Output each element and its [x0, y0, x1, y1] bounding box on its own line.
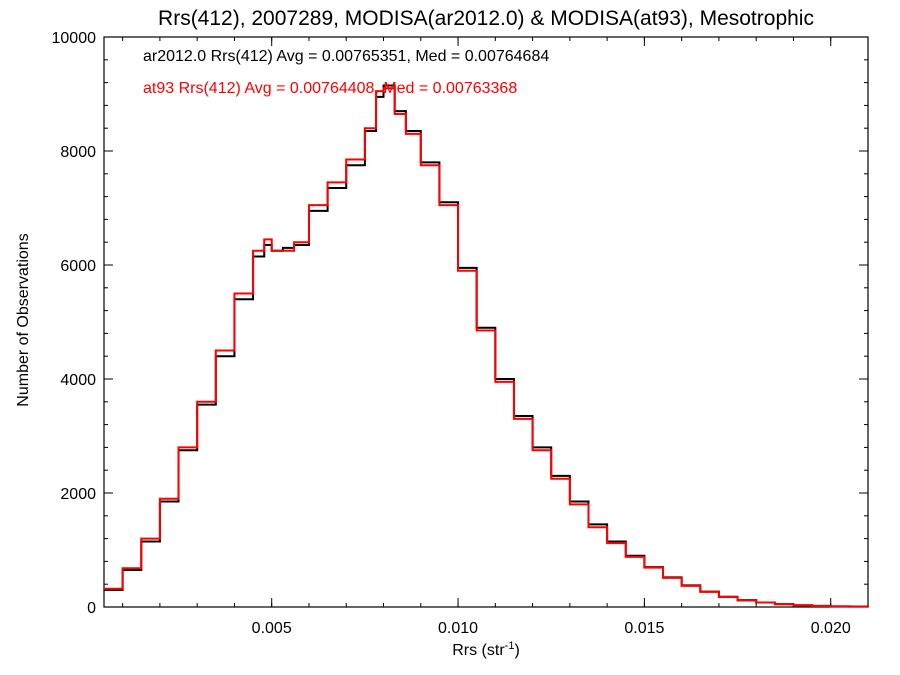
x-tick-label: 0.005 [252, 620, 292, 637]
x-tick-label: 0.010 [438, 620, 478, 637]
y-tick-label: 4000 [60, 372, 96, 389]
y-axis-label: Number of Observations [15, 233, 32, 406]
series-layer [104, 84, 869, 608]
axis-ticks: 0.005 0.010 0.015 0.020 0 2000 4000 6000 8000 100… [52, 30, 868, 637]
series-at93-line [104, 87, 869, 608]
y-tick-label: 8000 [60, 144, 96, 161]
x-axis-label-main: Rrs (str [452, 642, 505, 659]
series-ar2012-line [104, 84, 869, 608]
y-tick-label: 6000 [60, 258, 96, 275]
x-axis-label-sup: -1 [505, 640, 515, 652]
y-tick-label: 0 [87, 600, 96, 617]
annotation-at93: at93 Rrs(412) Avg = 0.00764408, Med = 0.… [143, 80, 517, 97]
y-tick-label: 2000 [60, 486, 96, 503]
plot-frame [103, 36, 869, 608]
chart-title: Rrs(412), 2007289, MODISA(ar2012.0) & MO… [158, 7, 814, 30]
x-tick-label: 0.015 [624, 620, 664, 637]
x-axis-label: Rrs (str-1) [452, 640, 520, 659]
x-axis-label-end: ) [514, 642, 519, 659]
annotation-ar2012: ar2012.0 Rrs(412) Avg = 0.00765351, Med … [143, 48, 549, 65]
x-tick-label: 0.020 [811, 620, 851, 637]
y-tick-label: 10000 [52, 30, 97, 47]
